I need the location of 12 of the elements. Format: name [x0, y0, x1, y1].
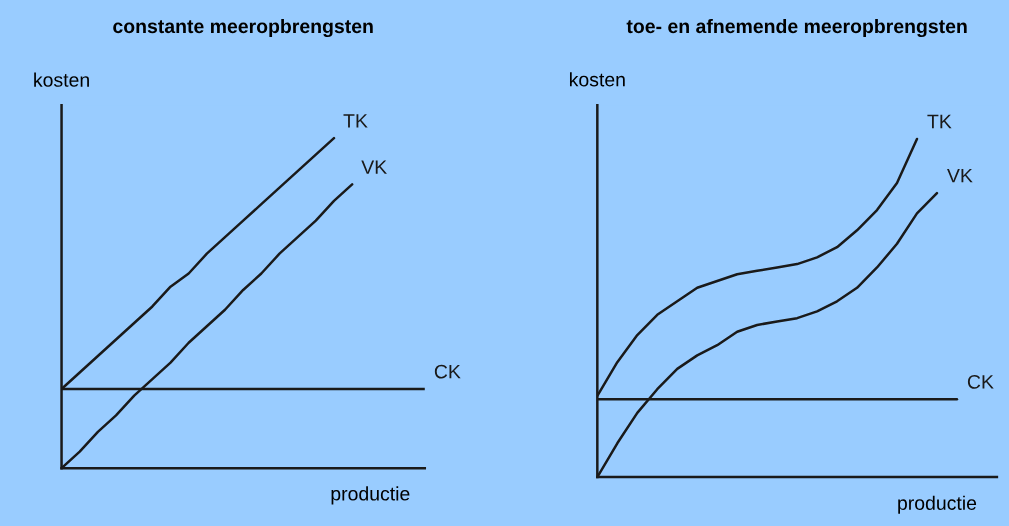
- chart-title: toe- en afnemende meeropbrengsten: [626, 18, 967, 38]
- series-label: CK: [967, 374, 994, 389]
- series-label: VK: [361, 160, 387, 174]
- y-axis-title: kosten: [569, 72, 625, 87]
- series-label: TK: [927, 114, 952, 129]
- x-axis-title: productie: [331, 486, 410, 505]
- y-axis-title: kosten: [34, 72, 89, 87]
- x-axis-title: productie: [898, 495, 977, 514]
- series-label: CK: [434, 364, 461, 379]
- chart-title: constante meeropbrengsten: [113, 18, 373, 38]
- series-label: VK: [947, 168, 973, 183]
- series-label: TK: [343, 114, 368, 128]
